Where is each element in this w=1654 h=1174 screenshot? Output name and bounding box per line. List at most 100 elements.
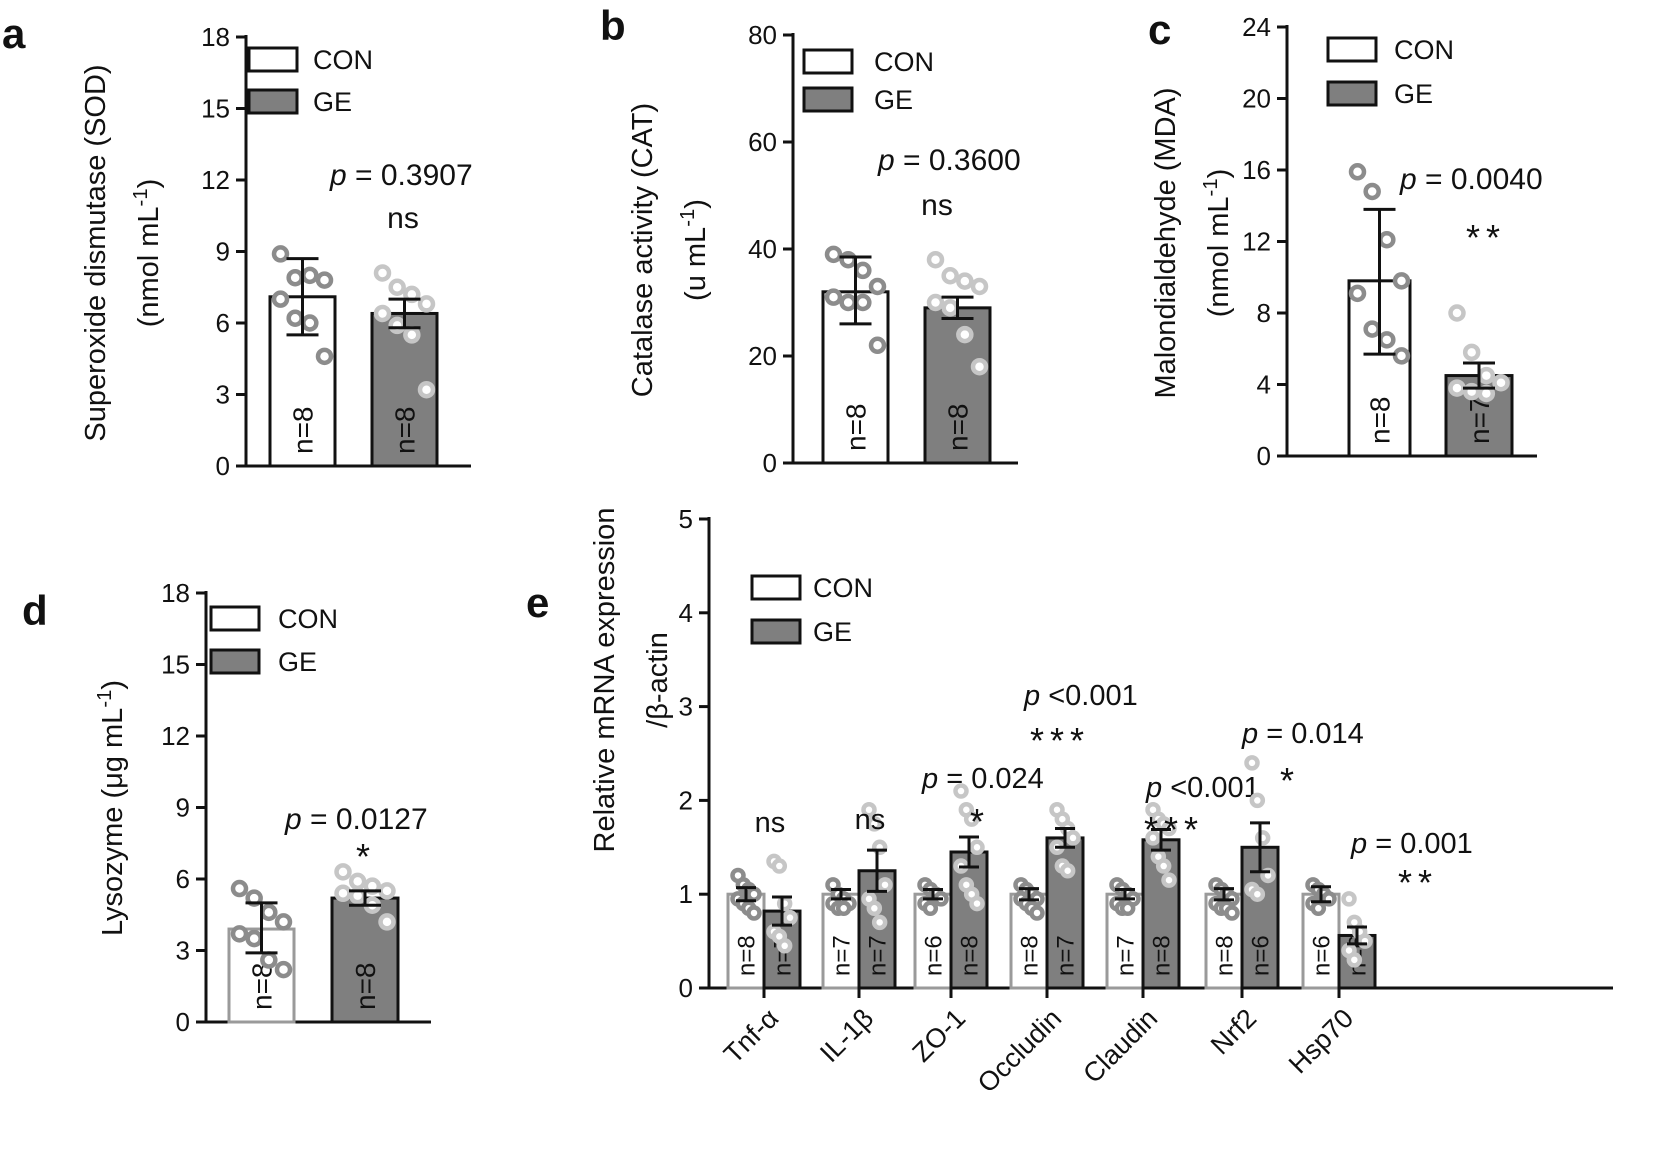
n-label: n=6 xyxy=(920,935,947,976)
data-point-ge xyxy=(1145,830,1161,846)
y-tick-label: 4 xyxy=(679,598,693,628)
p-symbol: p xyxy=(1023,680,1040,712)
legend-swatch-ge xyxy=(1326,80,1378,107)
data-point-ge xyxy=(956,272,974,290)
data-point-con xyxy=(1363,320,1381,338)
p-value: = 0.3907 xyxy=(347,159,473,192)
n-label: n=7 xyxy=(1052,935,1079,976)
data-point-ge xyxy=(1448,379,1466,397)
n-label: n=8 xyxy=(246,963,277,1011)
y-axis-title-superscript: -1 xyxy=(130,188,152,206)
y-tick-label: 40 xyxy=(748,234,777,264)
panel-label-e: e xyxy=(526,579,549,626)
y-tick-label: 0 xyxy=(176,1007,190,1037)
y-axis-title-part: ) xyxy=(1203,169,1235,179)
x-category-label: Claudin xyxy=(1077,1003,1163,1089)
data-point-con xyxy=(271,245,290,263)
data-point-con xyxy=(301,314,319,332)
n-label: n=8 xyxy=(1211,935,1238,976)
data-point-ge xyxy=(388,316,406,335)
y-tick-label: 3 xyxy=(679,692,693,722)
data-point-ge xyxy=(373,304,392,323)
data-point-con xyxy=(315,271,334,289)
y-axis-title: (nmol mL-1) xyxy=(1200,169,1235,318)
n-label: n=8 xyxy=(287,407,318,455)
y-tick-label: 0 xyxy=(216,451,230,481)
p-value-text: p = 0.024 xyxy=(921,763,1044,795)
significance-label: ** xyxy=(1466,217,1506,258)
y-tick-label: 0 xyxy=(763,448,777,478)
data-point-ge xyxy=(953,783,969,799)
x-category-label: Nrf2 xyxy=(1205,1003,1262,1060)
data-point-con xyxy=(868,336,887,355)
significance-label: * xyxy=(1280,760,1300,801)
y-axis-title-part: (u mL xyxy=(680,227,712,301)
data-point-ge xyxy=(866,816,883,832)
data-point-ge xyxy=(970,277,989,296)
data-point-con xyxy=(1392,347,1411,365)
legend-label-con: CON xyxy=(1394,35,1454,65)
data-point-ge xyxy=(963,811,980,827)
y-tick-label: 16 xyxy=(1242,155,1271,185)
y-tick-label: 18 xyxy=(201,22,230,52)
y-axis-title-part: Relative mRNA expression xyxy=(589,508,621,853)
y-axis-title-part: ) xyxy=(97,680,129,690)
data-point-ge xyxy=(334,884,352,903)
n-label: n=8 xyxy=(1016,935,1043,976)
data-point-ge xyxy=(403,285,421,304)
n-label: n=8 xyxy=(956,935,983,976)
significance-label: *** xyxy=(1030,720,1090,761)
n-label: n=7 xyxy=(1112,935,1139,976)
y-tick-label: 24 xyxy=(1242,12,1271,42)
x-category-label: Occludin xyxy=(972,1003,1067,1098)
data-point-ge xyxy=(1477,366,1496,385)
data-point-con xyxy=(839,250,857,269)
data-point-ge xyxy=(1462,343,1481,362)
y-tick-label: 4 xyxy=(1257,370,1271,400)
x-category-label: IL-1β xyxy=(814,1003,879,1068)
data-point-con xyxy=(1119,900,1136,917)
y-tick-label: 5 xyxy=(679,504,693,534)
data-point-ge xyxy=(1341,891,1357,907)
panel-b: 0 20 40 60 80 CON GE Catalase activity (CAT) (u … xyxy=(627,20,1021,478)
data-point-con xyxy=(260,951,278,969)
n-label: n=8 xyxy=(350,963,381,1011)
legend-label-con: CON xyxy=(813,573,873,603)
y-axis-title-part: Malondialdehyde (MDA) xyxy=(1150,87,1182,398)
y-tick-label: 15 xyxy=(201,94,230,124)
data-point-ge xyxy=(1161,872,1177,888)
y-axis-title: Malondialdehyde (MDA) xyxy=(1150,87,1182,398)
legend-label-ge: GE xyxy=(313,87,352,117)
y-axis-title-part: /β-actin xyxy=(642,632,674,728)
data-point-ge xyxy=(941,267,959,285)
data-point-con xyxy=(746,905,762,921)
panel-d: 0 3 6 9 12 15 18 CON GE Lysozyme (μg mL-1) n=8 n=8 p… xyxy=(94,578,431,1037)
data-point-con xyxy=(868,277,887,296)
p-value: = 0.0127 xyxy=(302,803,428,836)
y-axis-title: (u mL-1) xyxy=(677,199,712,301)
data-point-ge xyxy=(926,293,945,312)
p-value-text: p = 0.001 xyxy=(1350,828,1473,860)
y-axis-title: (nmol mL-1) xyxy=(130,179,165,328)
y-tick-label: 2 xyxy=(679,785,693,815)
y-tick-label: 60 xyxy=(748,127,777,157)
bar-ge-2 xyxy=(949,850,989,990)
data-point-ge xyxy=(1065,830,1081,846)
data-point-con xyxy=(274,913,293,931)
data-point-con xyxy=(315,347,334,366)
legend-swatch-con xyxy=(209,605,261,632)
data-point-ge xyxy=(871,914,888,931)
data-point-con xyxy=(1392,272,1411,290)
n-label: n=6 xyxy=(1308,935,1335,976)
data-point-con xyxy=(824,288,843,306)
y-tick-label: 3 xyxy=(176,936,190,966)
panel-label-a: a xyxy=(2,10,26,57)
significance-label: *** xyxy=(1144,809,1204,850)
data-point-ge xyxy=(378,882,396,900)
data-point-con xyxy=(271,290,290,308)
y-tick-label: 9 xyxy=(176,793,190,823)
data-point-con xyxy=(1224,905,1240,921)
n-label: n=7 xyxy=(864,935,891,976)
legend-label-ge: GE xyxy=(1394,79,1433,109)
data-point-ge xyxy=(1059,863,1076,879)
